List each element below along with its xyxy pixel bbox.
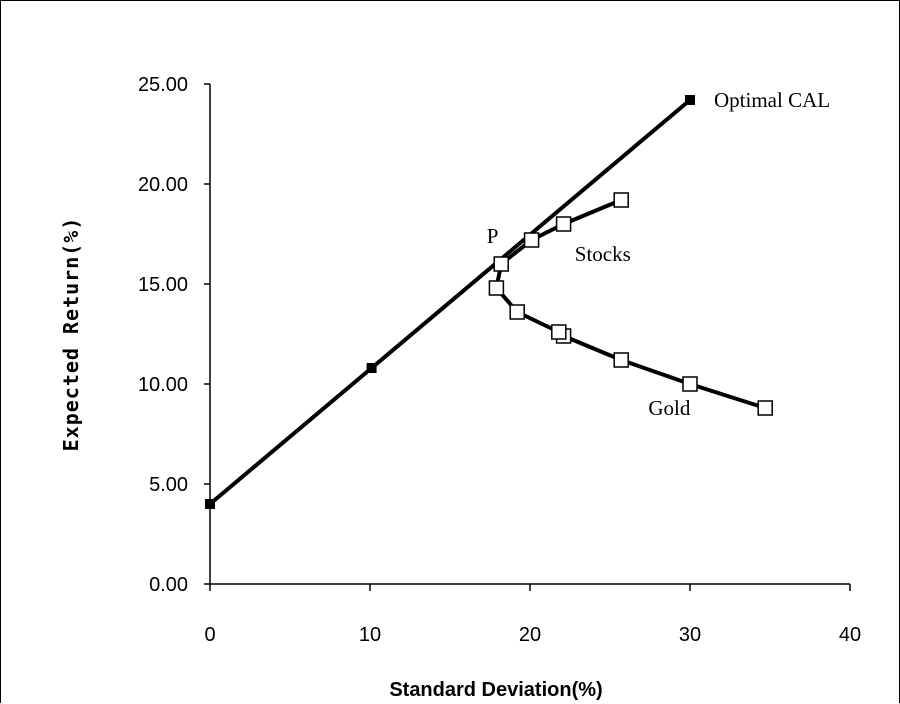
y-tick-label: 15.00 bbox=[138, 274, 188, 296]
frontier-point-marker bbox=[551, 324, 567, 340]
cal-point-marker bbox=[366, 363, 377, 373]
x-axis-title: Standard Deviation(%) bbox=[389, 679, 602, 701]
cal-point-marker bbox=[685, 95, 695, 105]
annotation-p: P bbox=[487, 224, 499, 248]
x-tick-label: 30 bbox=[679, 624, 701, 646]
cal-point-marker bbox=[205, 499, 215, 509]
frontier-point-marker bbox=[555, 216, 572, 232]
frontier-point-marker bbox=[757, 400, 773, 416]
frontier-point-marker bbox=[493, 256, 509, 272]
optimal-cal-line bbox=[208, 98, 692, 506]
frontier-point-marker bbox=[509, 304, 525, 320]
frontier-point-marker bbox=[682, 376, 698, 392]
y-tick-label: 10.00 bbox=[138, 374, 188, 396]
y-tick-label: 25.00 bbox=[138, 74, 188, 96]
x-tick-label: 40 bbox=[839, 624, 861, 646]
annotation-stocks: Stocks bbox=[575, 242, 631, 266]
x-tick-label: 20 bbox=[519, 624, 541, 646]
y-tick-label: 5.00 bbox=[149, 474, 188, 496]
annotation-gold: Gold bbox=[648, 396, 691, 420]
frontier-point-marker bbox=[523, 232, 540, 248]
x-tick-label: 10 bbox=[359, 624, 381, 646]
x-tick-label: 0 bbox=[204, 624, 215, 646]
y-axis-title: Expected Return(%) bbox=[59, 217, 83, 452]
frontier-point-marker bbox=[488, 280, 505, 296]
y-tick-label: 0.00 bbox=[149, 574, 188, 596]
frontier-point-marker bbox=[613, 192, 629, 208]
frontier-point-marker bbox=[613, 352, 629, 368]
annotation-optimal-cal: Optimal CAL bbox=[714, 88, 830, 112]
y-tick-label: 20.00 bbox=[138, 174, 188, 196]
